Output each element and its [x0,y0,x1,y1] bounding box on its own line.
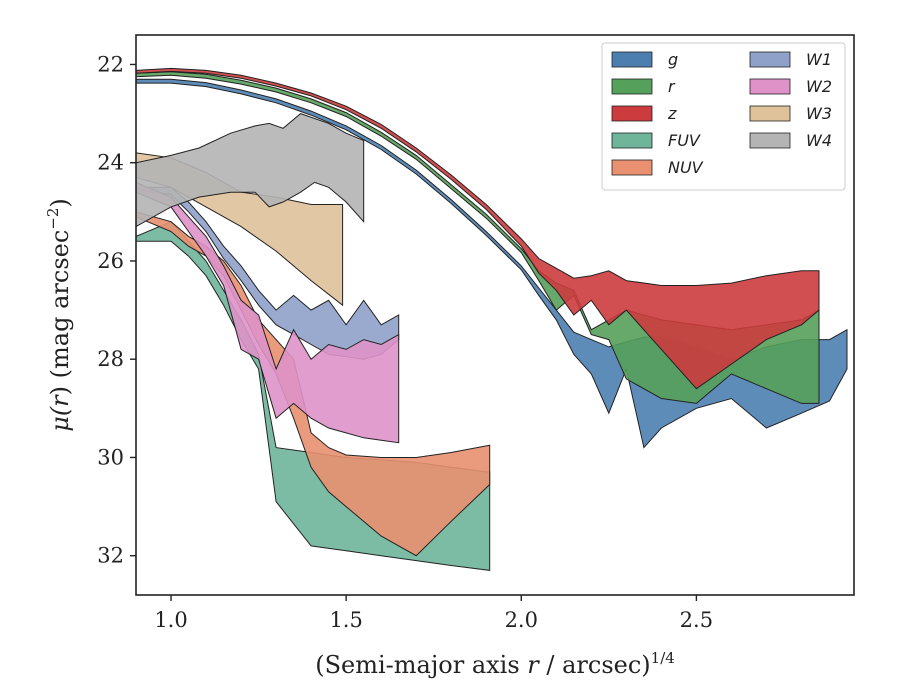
legend-label-nuv: NUV [668,158,704,177]
y-tick-label: 30 [97,445,124,469]
legend-swatch-w2 [749,78,791,95]
legend-label-w2: W2 [806,77,832,96]
legend-swatch-w3 [749,105,791,122]
x-tick-label: 1.0 [154,608,187,632]
legend-label-z: z [667,104,677,123]
chart-legend: grz FUV NUV W1 W2 W3 W4 [601,42,846,191]
profile-bands [136,67,848,571]
legend-label-fuv: FUV [668,131,701,150]
legend-swatch-w4 [749,132,791,149]
x-axis-title: (Semi-major axis r / arcsec)1/4 [315,649,675,679]
legend-label-r: r [668,77,676,96]
legend-swatch-w1 [749,51,791,68]
y-tick-label: 24 [97,151,124,175]
legend-swatch-g [611,51,653,68]
legend-swatch-z [611,105,653,122]
x-tick-label: 1.5 [329,608,362,632]
legend-label-w3: W3 [806,104,832,123]
band-w2 [136,181,400,444]
legend-label-g: g [668,50,678,69]
y-axis-ticks: 22 24 26 28 30 32 [97,52,136,568]
band-w4 [136,113,365,228]
legend-swatch-nuv [611,159,653,176]
legend-label-w4: W4 [806,131,832,150]
y-tick-label: 22 [97,52,124,76]
legend-label-w1: W1 [806,50,832,69]
x-axis-ticks: 1.0 1.5 2.0 2.5 [154,595,713,632]
band-z [136,67,820,390]
x-tick-label: 2.5 [680,608,713,632]
y-tick-label: 32 [97,544,124,568]
y-axis-title: μ(r) (mag arcsec−2) [44,198,74,432]
plot-frame [135,34,855,596]
legend-swatch-fuv [611,132,653,149]
legend-swatch-r [611,78,653,95]
x-tick-label: 2.0 [505,608,538,632]
y-tick-label: 28 [97,347,124,371]
y-tick-label: 26 [97,249,124,273]
